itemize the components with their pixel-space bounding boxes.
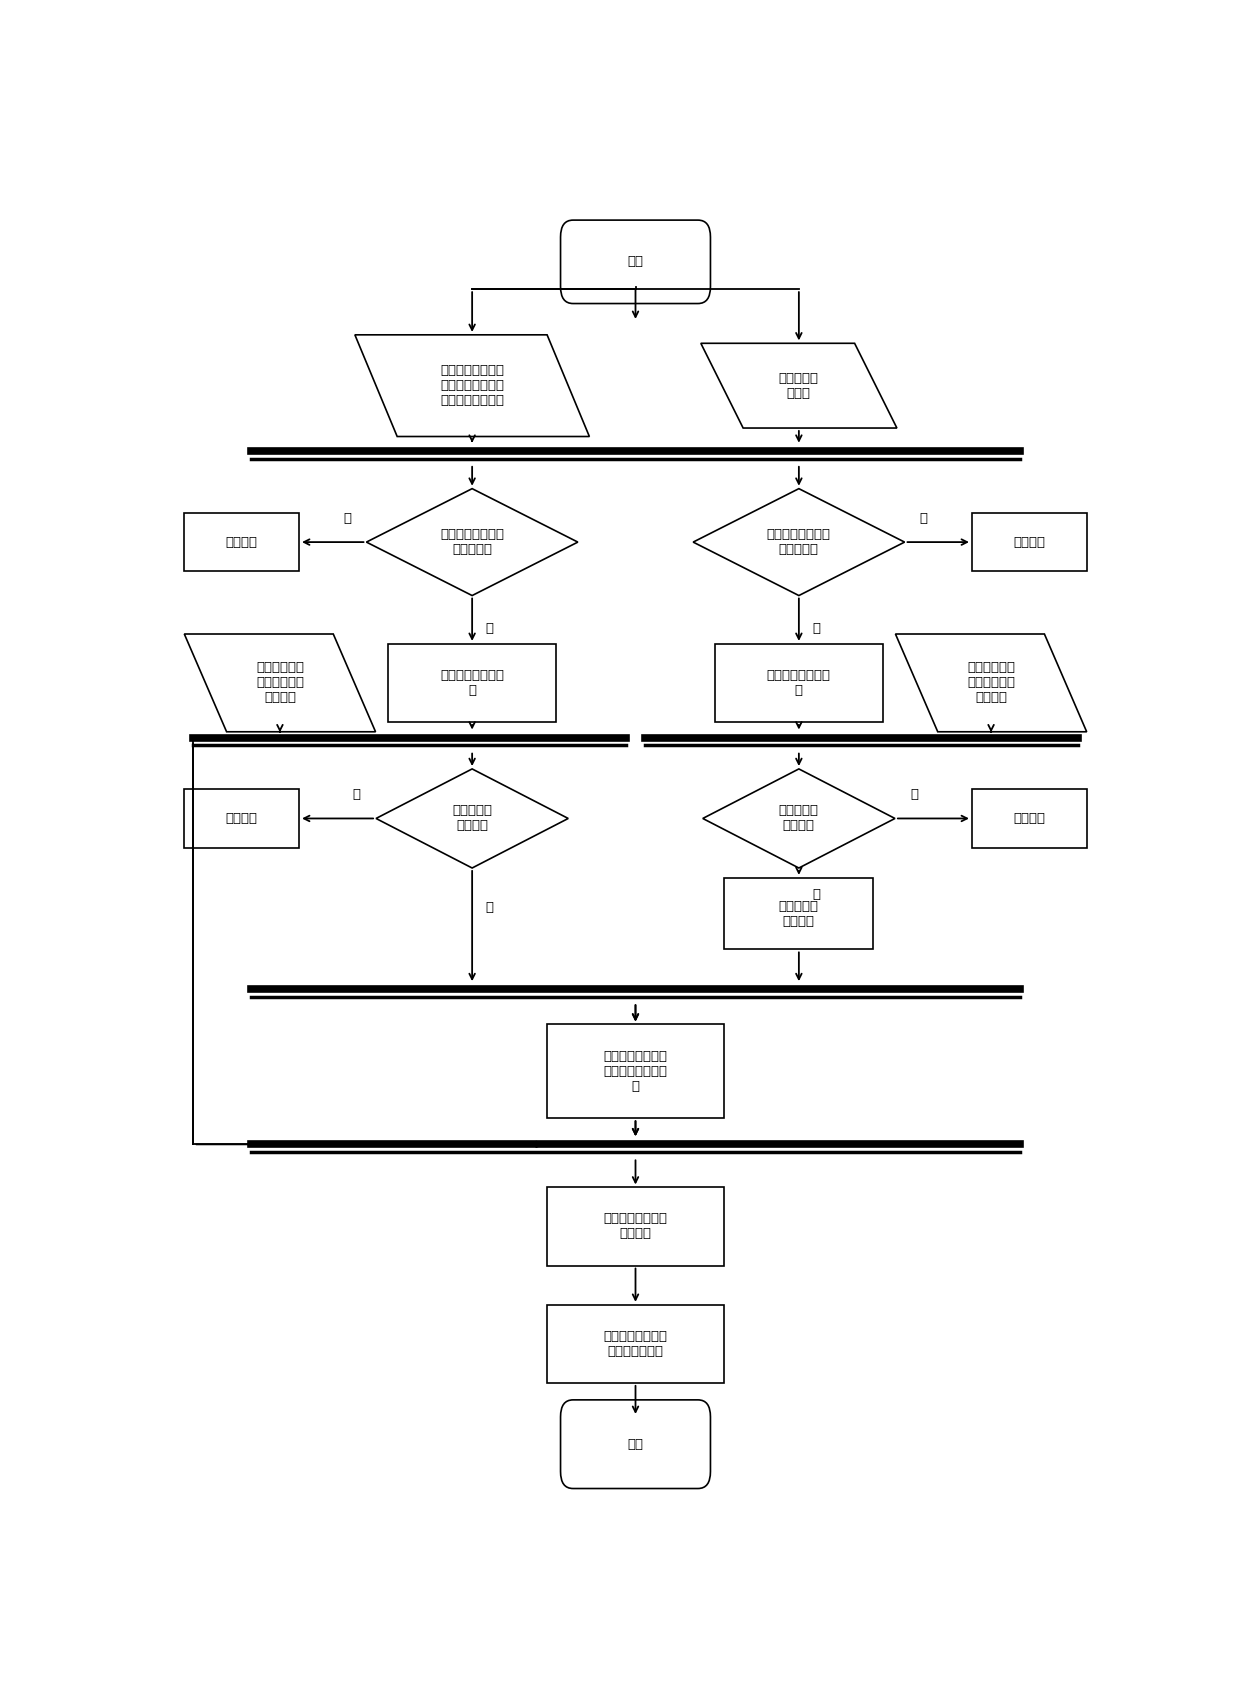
Text: 删除柱子: 删除柱子 bbox=[226, 535, 258, 549]
Text: 将提取的第一个数
据加至首尾合并数
据: 将提取的第一个数 据加至首尾合并数 据 bbox=[604, 1050, 667, 1094]
Bar bbox=[547, 1187, 724, 1266]
Bar bbox=[184, 513, 299, 572]
Text: 求得柱子的所有表
面: 求得柱子的所有表 面 bbox=[440, 669, 505, 698]
Bar bbox=[547, 1305, 724, 1383]
FancyBboxPatch shape bbox=[560, 1400, 711, 1488]
Text: 结束: 结束 bbox=[627, 1437, 644, 1451]
Bar bbox=[972, 789, 1087, 848]
Text: 柱子是否与奇数位
置点有相交: 柱子是否与奇数位 置点有相交 bbox=[766, 528, 831, 555]
FancyBboxPatch shape bbox=[560, 220, 711, 303]
Text: 否: 否 bbox=[343, 513, 351, 525]
Text: 文档中所有
的柱子: 文档中所有 的柱子 bbox=[779, 372, 818, 400]
Text: 表面是否与
向量垂直: 表面是否与 向量垂直 bbox=[453, 804, 492, 833]
Text: 是: 是 bbox=[485, 621, 494, 635]
Bar bbox=[724, 877, 873, 950]
Bar bbox=[184, 789, 299, 848]
Text: （计算梁跨定位线
中）将横截面与直
线相交得到的点位: （计算梁跨定位线 中）将横截面与直 线相交得到的点位 bbox=[440, 364, 505, 406]
Text: 表面是否与
向量垂直: 表面是否与 向量垂直 bbox=[779, 804, 818, 833]
Text: 否: 否 bbox=[910, 789, 918, 801]
Text: （计算梁跨定
位线中）梁所
在的直线: （计算梁跨定 位线中）梁所 在的直线 bbox=[967, 662, 1016, 704]
Text: 将表面与直线相交
得到钢筋定位点: 将表面与直线相交 得到钢筋定位点 bbox=[604, 1329, 667, 1358]
Polygon shape bbox=[693, 489, 905, 596]
Text: 否: 否 bbox=[353, 789, 361, 801]
Text: 是: 是 bbox=[485, 901, 494, 914]
Text: 删除表面: 删除表面 bbox=[1013, 813, 1045, 824]
Polygon shape bbox=[355, 335, 589, 437]
Bar bbox=[714, 643, 883, 721]
Bar bbox=[972, 513, 1087, 572]
Polygon shape bbox=[376, 769, 568, 869]
Text: 将表面与直线相交
得到交点: 将表面与直线相交 得到交点 bbox=[604, 1212, 667, 1241]
Polygon shape bbox=[367, 489, 578, 596]
Text: 柱子是否与偶数位
置点有相交: 柱子是否与偶数位 置点有相交 bbox=[440, 528, 505, 555]
Text: 求得柱子的所有表
面: 求得柱子的所有表 面 bbox=[766, 669, 831, 698]
Polygon shape bbox=[185, 633, 376, 731]
Text: 否: 否 bbox=[920, 513, 928, 525]
Polygon shape bbox=[701, 344, 897, 428]
Text: 删除柱子: 删除柱子 bbox=[1013, 535, 1045, 549]
Text: （计算梁跨定
位线中）梁所
在的直线: （计算梁跨定 位线中）梁所 在的直线 bbox=[255, 662, 304, 704]
Text: 是: 是 bbox=[812, 887, 820, 901]
Text: 是: 是 bbox=[812, 621, 820, 635]
Text: 开始: 开始 bbox=[627, 256, 644, 267]
Text: 提取数据中
的第一个: 提取数据中 的第一个 bbox=[779, 899, 818, 928]
Polygon shape bbox=[703, 769, 895, 869]
Polygon shape bbox=[895, 633, 1086, 731]
Text: 删除表面: 删除表面 bbox=[226, 813, 258, 824]
Bar bbox=[547, 1024, 724, 1119]
Bar bbox=[388, 643, 557, 721]
